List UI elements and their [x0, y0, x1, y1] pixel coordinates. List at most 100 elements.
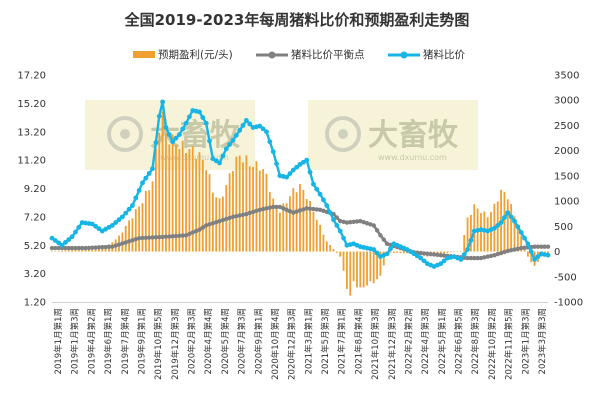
series-point — [146, 235, 152, 240]
series-point — [93, 245, 98, 250]
x-tick-label: 2023年3月第3周 — [537, 308, 548, 374]
series-point — [140, 235, 145, 241]
series-point — [491, 225, 497, 231]
series-point — [421, 258, 427, 264]
series-point — [317, 191, 323, 197]
series-point — [123, 240, 128, 245]
x-tick-label: 2019年4月第2周 — [86, 308, 97, 374]
series-point — [56, 240, 62, 246]
series-point — [167, 234, 172, 239]
series-point — [284, 174, 289, 180]
profit-bar — [144, 190, 147, 252]
series-point — [110, 244, 115, 249]
profit-bar — [98, 247, 100, 252]
series-point — [240, 122, 246, 128]
series-point — [227, 142, 233, 147]
profit-bar — [235, 156, 238, 252]
profit-bar — [503, 191, 506, 252]
series-point — [334, 222, 340, 228]
series-point — [371, 247, 377, 252]
series-point — [508, 214, 514, 220]
series-point — [227, 215, 232, 221]
series-point — [49, 245, 55, 251]
series-point — [146, 170, 152, 176]
series-point — [53, 245, 58, 251]
series-point — [267, 205, 273, 210]
x-tick-label: 2020年9月第1周 — [253, 308, 264, 374]
series-point — [126, 239, 132, 244]
series-point — [307, 206, 313, 211]
x-tick-label: 2019年1月第1周 — [53, 308, 64, 374]
x-tick-label: 2020年10月第4周 — [270, 308, 281, 380]
series-point — [425, 251, 430, 256]
series-point — [234, 213, 239, 219]
profit-bar — [346, 251, 348, 289]
profit-bar — [369, 251, 372, 282]
x-tick-label: 2022年11月第5周 — [504, 308, 515, 380]
y-right-tick-label: 3500 — [554, 71, 579, 82]
series-point — [143, 175, 149, 181]
series-point — [264, 206, 269, 211]
series-point — [106, 244, 112, 250]
profit-bar — [201, 159, 204, 252]
y-right-tick-label: 1500 — [554, 171, 579, 182]
series-point — [290, 167, 296, 173]
series-point — [539, 244, 544, 249]
profit-bar — [379, 251, 382, 276]
profit-bar — [396, 251, 399, 253]
legend-marker-balance — [268, 51, 276, 59]
profit-bar — [510, 203, 513, 252]
series-point — [244, 211, 249, 217]
series-point — [123, 210, 129, 216]
series-point — [76, 224, 82, 230]
series-point — [535, 244, 541, 249]
profit-bar — [443, 251, 446, 254]
series-point — [304, 157, 310, 163]
series-point — [93, 223, 98, 229]
series-point — [63, 245, 68, 251]
profit-bar — [530, 251, 533, 263]
profit-bar — [325, 241, 328, 252]
profit-bar — [141, 203, 144, 252]
profit-bar — [299, 183, 301, 252]
series-point — [492, 252, 497, 258]
series-point — [52, 238, 58, 243]
axes: 17.20 15.20 13.20 11.20 9.20 7.20 5.20 3.20 1.20… — [17, 71, 583, 380]
series-point — [381, 237, 386, 242]
profit-bar — [349, 251, 352, 296]
series-point — [465, 255, 470, 261]
profit-bar — [382, 251, 385, 266]
series-point — [441, 253, 447, 258]
series-point — [421, 251, 427, 256]
profit-bar — [463, 235, 466, 252]
watermark-url-left: www.dxumu.com — [160, 153, 229, 162]
series-point — [518, 245, 524, 251]
series-point — [116, 217, 122, 223]
series-point — [388, 246, 393, 252]
series-point — [79, 245, 85, 251]
profit-bar — [158, 132, 161, 252]
profit-bar — [165, 133, 167, 252]
series-point — [220, 217, 226, 223]
series-point — [338, 218, 343, 224]
series-point — [512, 247, 517, 252]
profit-bar — [359, 251, 362, 288]
series-point — [136, 235, 142, 241]
profit-bar — [248, 166, 251, 252]
series-point — [545, 252, 551, 258]
profit-bar — [289, 196, 291, 252]
series-point — [468, 237, 474, 243]
series-point — [140, 180, 145, 186]
series-point — [458, 257, 464, 262]
series-point — [344, 220, 350, 225]
profit-bar — [459, 251, 462, 253]
profit-bar — [57, 251, 60, 252]
series-point — [301, 207, 306, 212]
series-point — [438, 261, 444, 267]
profit-bar — [161, 111, 164, 252]
series-point — [59, 242, 65, 248]
series-point — [200, 225, 206, 230]
profit-bar — [389, 251, 392, 253]
x-tick-label: 2019年7月第4周 — [120, 308, 131, 374]
